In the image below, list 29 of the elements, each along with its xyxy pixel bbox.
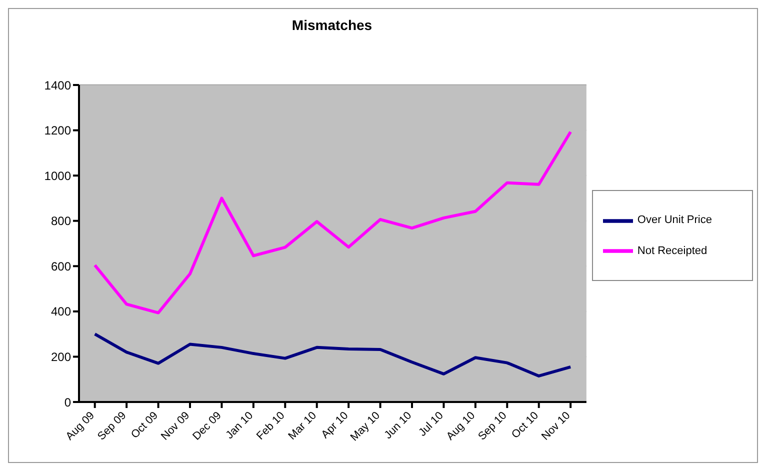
y-tick-label: 1400 <box>44 78 72 92</box>
x-tick-label: Nov 10 <box>540 410 573 443</box>
x-tick-label: Aug 10 <box>444 410 478 443</box>
x-tick-label: Oct 10 <box>510 410 541 442</box>
x-tick-label: Mar 10 <box>286 410 319 442</box>
y-tick-label: 200 <box>50 350 72 364</box>
legend-label: Not Receipted <box>637 244 708 256</box>
y-tick-label: 1200 <box>44 124 72 138</box>
x-tick-label: Sep 10 <box>476 410 510 443</box>
x-tick-label: Jan 10 <box>224 410 256 442</box>
x-tick-label: Feb 10 <box>254 410 288 442</box>
y-tick-label: 800 <box>50 214 72 228</box>
line-series <box>93 332 572 378</box>
x-tick-label: Jul 10 <box>416 410 446 439</box>
y-tick-label: 0 <box>64 395 72 410</box>
x-tick-label: Dec 09 <box>190 410 224 443</box>
x-tick-label: Apr 10 <box>319 410 351 442</box>
chart-title: Mismatches <box>290 17 374 33</box>
y-tick-label: 600 <box>50 259 72 274</box>
x-tick-label: Nov 09 <box>158 410 192 443</box>
x-tick-label: Aug 09 <box>64 410 97 443</box>
line-series <box>93 130 572 314</box>
x-tick-label: May 10 <box>348 410 382 444</box>
legend-label: Over Unit Price <box>637 214 712 226</box>
y-tick-label: 400 <box>50 304 72 319</box>
y-tick-label: 1000 <box>44 168 72 183</box>
x-tick-label: Jun 10 <box>382 410 414 442</box>
x-tick-label: Oct 09 <box>129 410 160 442</box>
x-tick-label: Sep 09 <box>96 410 129 443</box>
